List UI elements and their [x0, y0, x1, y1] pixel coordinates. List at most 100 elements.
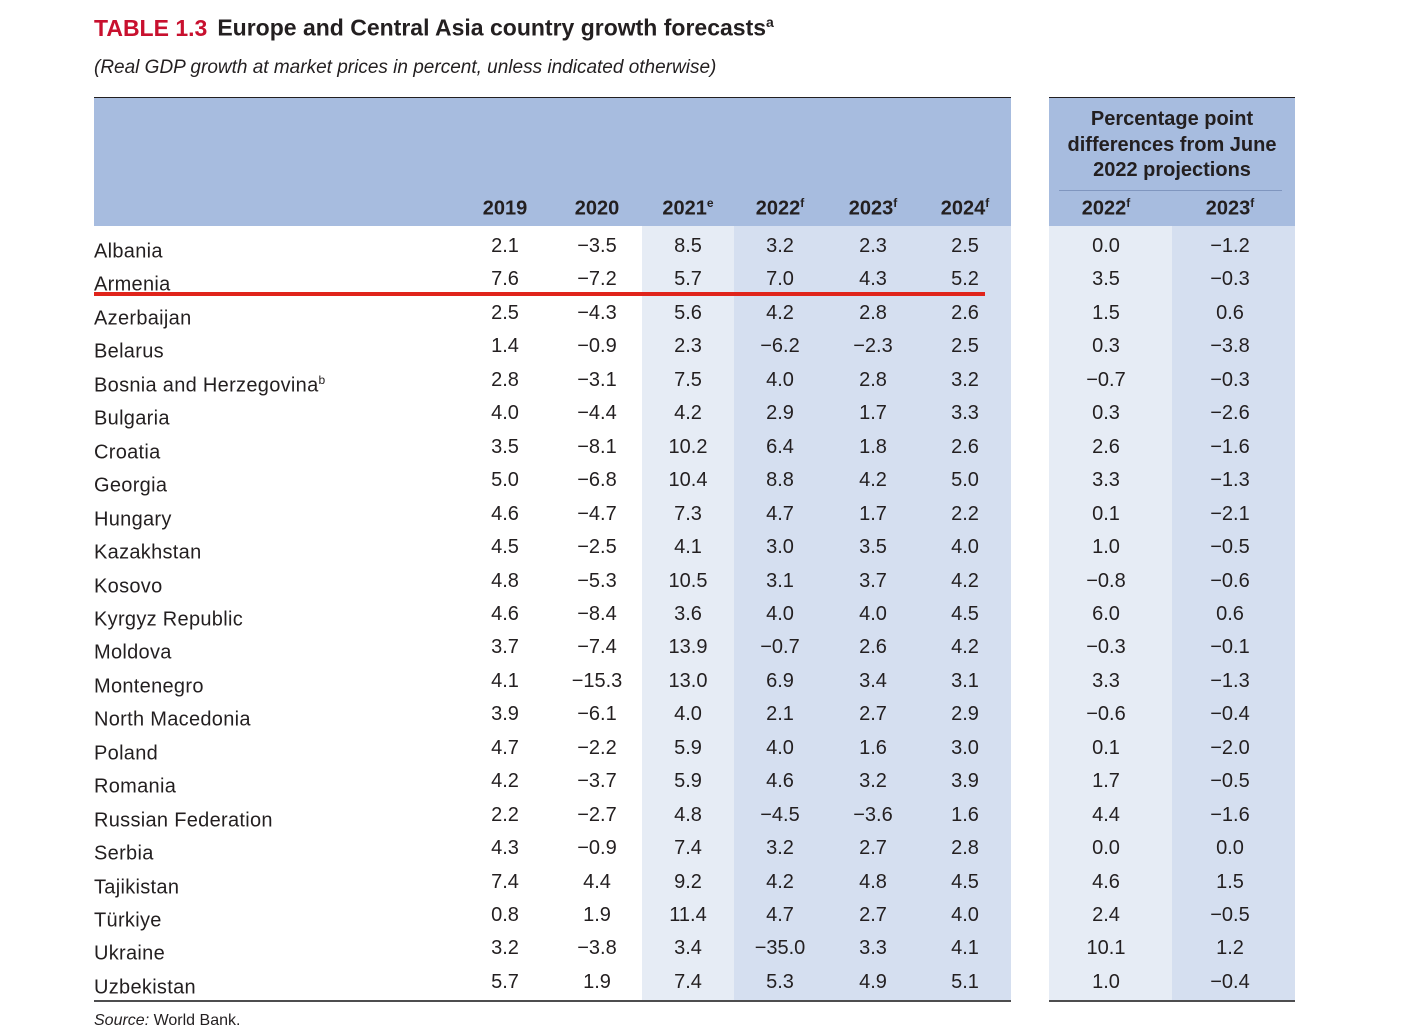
value-cell-2023: 4.2 — [859, 469, 887, 492]
country-label: Armenia — [94, 274, 171, 297]
diff-header-rule — [1059, 190, 1282, 191]
value-cell-2024: 3.3 — [951, 402, 979, 425]
diff-column-header-marker: f — [1250, 196, 1255, 210]
value-cell-2020: −7.2 — [577, 268, 617, 291]
table-row: Uzbekistan 5.7 1.9 7.4 5.3 4.9 5.1 — [94, 966, 1011, 999]
value-cell-2021: 3.6 — [674, 602, 702, 625]
forecast-table: 2019 2020 2021e 2022f 2023f 2024f Albania 2.1−… — [94, 97, 1011, 1002]
column-band-2021 — [642, 226, 734, 1000]
table-row: Armenia 7.6 −7.2 5.7 7.0 4.3 5.2 — [94, 263, 1011, 296]
value-cell-2021: 7.5 — [674, 368, 702, 391]
country-label: Poland — [94, 742, 159, 765]
value-cell-2022: −6.2 — [760, 335, 800, 358]
value-cell-2023: 3.3 — [859, 937, 887, 960]
country-label: Bulgaria — [94, 407, 170, 430]
table-row: Kyrgyz Republic 4.6 −8.4 3.6 4.0 4.0 4.5 — [94, 598, 1011, 631]
table-row: Kazakhstan 4.5 −2.5 4.1 3.0 3.5 4.0 — [94, 531, 1011, 564]
table-title: TABLE 1.3 Europe and Central Asia country… — [94, 14, 774, 42]
diff-table-row: 4.4 −1.6 — [1049, 799, 1295, 832]
diff-cell-2022: 3.3 — [1092, 669, 1120, 692]
country-label: Russian Federation — [94, 809, 273, 832]
country-name: Kazakhstan — [94, 531, 202, 570]
column-header-year: 2020 — [574, 197, 620, 220]
value-cell-2019: 3.7 — [491, 636, 519, 659]
diff-cell-2023: −2.1 — [1210, 502, 1250, 525]
diff-cell-2022: −0.8 — [1086, 569, 1126, 592]
diff-cell-2023: −3.8 — [1210, 335, 1250, 358]
table-row: Poland 4.7 −2.2 5.9 4.0 1.6 3.0 — [94, 732, 1011, 765]
column-header-marker: f — [800, 196, 805, 210]
value-cell-2023: 4.9 — [859, 970, 887, 993]
value-cell-2023: 2.3 — [859, 235, 887, 257]
diff-table-row: 1.7 −0.5 — [1049, 765, 1295, 798]
diff-cell-2023: 1.5 — [1216, 870, 1244, 893]
diff-cell-2023: −0.3 — [1210, 368, 1250, 391]
diff-table-row: 1.5 0.6 — [1049, 297, 1295, 330]
value-cell-2022: 4.0 — [766, 368, 794, 391]
value-cell-2019: 7.6 — [491, 268, 519, 291]
diff-table-row: 10.1 1.2 — [1049, 932, 1295, 965]
diff-table-row: 0.3 −3.8 — [1049, 330, 1295, 363]
diff-bottom-rule — [1049, 1000, 1295, 1002]
country-name: Türkiye — [94, 899, 162, 938]
source-text: World Bank. — [149, 1012, 241, 1029]
value-cell-2020: −0.9 — [577, 335, 617, 358]
value-cell-2023: 2.7 — [859, 837, 887, 860]
value-cell-2021: 4.8 — [674, 803, 702, 826]
value-cell-2019: 2.2 — [491, 803, 519, 826]
table-title-text: Europe and Central Asia country growth f… — [217, 14, 767, 41]
country-name: Ukraine — [94, 932, 165, 971]
value-cell-2024: 4.2 — [951, 569, 979, 592]
column-header-2019: 2019 — [463, 196, 547, 221]
diff-cell-2023: −1.6 — [1210, 435, 1250, 458]
diff-band-2022 — [1049, 226, 1172, 1000]
value-cell-2021: 10.5 — [668, 569, 708, 592]
value-cell-2022: 3.2 — [766, 235, 794, 257]
table-row: Tajikistan 7.4 4.4 9.2 4.2 4.8 4.5 — [94, 866, 1011, 899]
value-cell-2019: 4.2 — [491, 770, 519, 793]
value-cell-2021: 3.4 — [674, 937, 702, 960]
diff-table-row: 0.1 −2.1 — [1049, 498, 1295, 531]
country-name: Montenegro — [94, 665, 204, 704]
value-cell-2020: −7.4 — [577, 636, 617, 659]
value-cell-2024: 5.2 — [951, 268, 979, 291]
value-cell-2021: 13.0 — [668, 669, 708, 692]
value-cell-2022: −35.0 — [754, 937, 806, 960]
value-cell-2020: −8.4 — [577, 602, 617, 625]
column-header-year: 2022 — [755, 197, 801, 220]
diff-cell-2022: 3.5 — [1092, 268, 1120, 291]
diff-column-header-2023: 2023f — [1188, 196, 1272, 221]
diff-cell-2023: −0.5 — [1210, 536, 1250, 559]
value-cell-2021: 11.4 — [669, 904, 707, 926]
value-cell-2024: 2.2 — [951, 502, 979, 525]
country-name: Azerbaijan — [94, 297, 192, 336]
country-name: North Macedonia — [94, 698, 251, 737]
diff-cell-2022: 0.0 — [1092, 837, 1120, 860]
value-cell-2022: 3.0 — [766, 536, 794, 559]
value-cell-2024: 3.0 — [951, 736, 979, 759]
diff-cell-2022: 0.0 — [1092, 235, 1120, 257]
column-header-2023: 2023f — [831, 196, 915, 221]
diff-table-row: −0.7 −0.3 — [1049, 364, 1295, 397]
value-cell-2019: 4.0 — [491, 402, 519, 425]
value-cell-2019: 3.2 — [491, 937, 519, 960]
diff-cell-2023: −0.5 — [1210, 770, 1250, 793]
diff-table-row: 3.5 −0.3 — [1049, 263, 1295, 296]
value-cell-2020: −8.1 — [577, 435, 617, 458]
value-cell-2024: 2.5 — [951, 335, 979, 358]
column-header-marker: f — [985, 196, 990, 210]
diff-table-row: 0.1 −2.0 — [1049, 732, 1295, 765]
table-top-rule — [94, 97, 1011, 98]
diff-table-row: −0.8 −0.6 — [1049, 565, 1295, 598]
value-cell-2024: 2.6 — [951, 301, 979, 324]
value-cell-2020: −3.8 — [577, 937, 617, 960]
country-name: Armenia — [94, 263, 171, 302]
value-cell-2020: −3.1 — [577, 368, 617, 391]
column-band-forecast — [734, 226, 1011, 1000]
value-cell-2023: 2.8 — [859, 368, 887, 391]
value-cell-2021: 5.9 — [674, 770, 702, 793]
diff-cell-2023: −0.4 — [1210, 970, 1250, 993]
value-cell-2019: 3.9 — [491, 703, 519, 726]
country-name: Bulgaria — [94, 397, 170, 436]
value-cell-2020: 1.9 — [583, 904, 611, 926]
